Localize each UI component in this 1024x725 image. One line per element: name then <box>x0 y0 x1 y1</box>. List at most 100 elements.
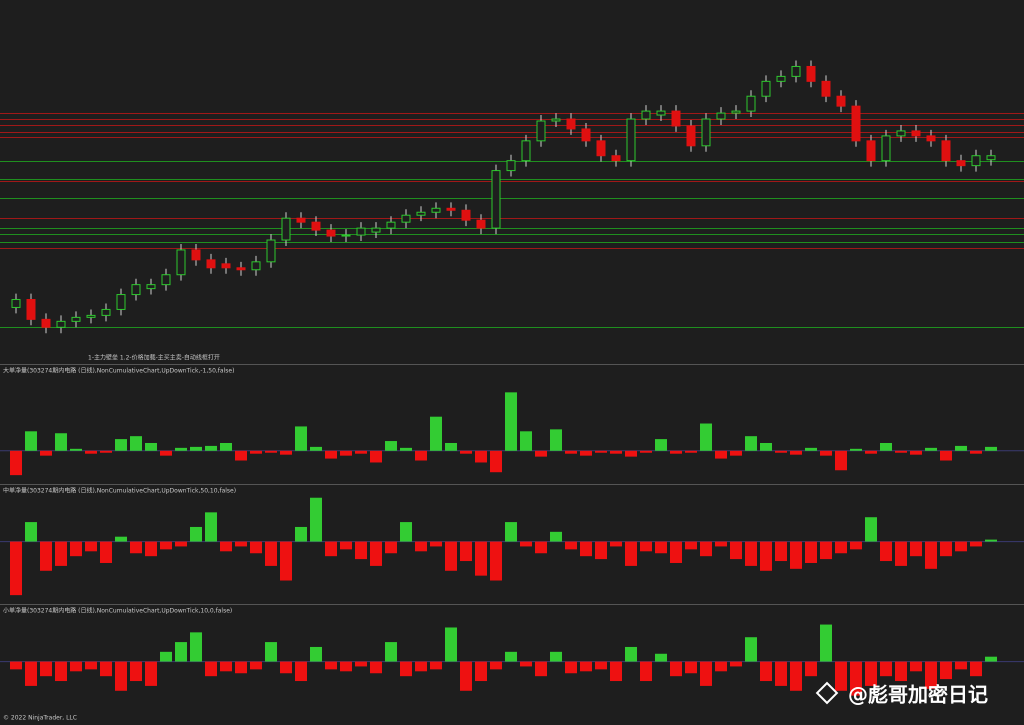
histogram-bar <box>205 661 217 677</box>
histogram-bar <box>535 541 547 554</box>
candle-body <box>86 314 96 318</box>
histogram-bar <box>925 541 937 569</box>
candle-body <box>116 294 126 310</box>
histogram-bar <box>370 661 382 674</box>
histogram-bar <box>820 624 832 662</box>
candle-body <box>776 75 786 82</box>
candle-body <box>161 274 171 286</box>
candle-body <box>716 112 726 120</box>
histogram-bar <box>355 450 367 454</box>
histogram-bar <box>220 442 232 451</box>
histogram-bar <box>490 661 502 670</box>
histogram-bar <box>25 661 37 686</box>
histogram-bar <box>235 541 247 547</box>
histogram-bar <box>295 426 307 451</box>
histogram-bar <box>10 450 22 476</box>
histogram-bar <box>985 446 997 451</box>
histogram-bar <box>430 541 442 547</box>
histogram-bar <box>685 450 697 453</box>
candle-body <box>881 135 891 162</box>
histogram-bar <box>640 450 652 453</box>
candle-body <box>656 110 666 116</box>
histogram-bar <box>580 661 592 672</box>
histogram-bar <box>760 541 772 571</box>
histogram-bar <box>475 450 487 463</box>
histogram-bar <box>745 436 757 451</box>
candle-body <box>551 118 561 122</box>
histogram-bar <box>775 541 787 562</box>
histogram-bar <box>130 541 142 554</box>
histogram-bar <box>325 450 337 459</box>
candle-body <box>101 308 111 316</box>
histogram-bar <box>190 446 202 451</box>
histogram-bar <box>805 661 817 677</box>
histogram-bar <box>190 632 202 662</box>
watermark: @彪哥加密日记 <box>848 683 988 707</box>
histogram-bar <box>910 661 922 672</box>
candle-body <box>956 160 966 167</box>
histogram-bar <box>70 541 82 557</box>
histogram-bar <box>565 450 577 454</box>
histogram-bar <box>310 446 322 451</box>
histogram-bar <box>340 541 352 550</box>
histogram-bar <box>745 637 757 662</box>
histogram-bar <box>550 531 562 542</box>
histogram-bar <box>670 661 682 677</box>
histogram-bar <box>70 448 82 451</box>
histogram-bar <box>715 661 727 672</box>
histogram-bar <box>610 541 622 547</box>
candle-body <box>476 219 486 229</box>
histogram-bar <box>895 541 907 566</box>
histogram-bar <box>565 541 577 550</box>
histogram-bar <box>85 541 97 552</box>
histogram-bar <box>850 541 862 550</box>
histogram-bar <box>145 442 157 451</box>
histogram-bar <box>115 439 127 451</box>
histogram-bar <box>910 450 922 455</box>
histogram-bar <box>895 450 907 453</box>
candle-body <box>491 170 501 229</box>
histogram-bar <box>940 661 952 680</box>
candle-body <box>326 229 336 237</box>
candle-body <box>911 130 921 137</box>
histogram-bar <box>520 431 532 451</box>
histogram-bar <box>265 450 277 453</box>
histogram-bar <box>955 541 967 552</box>
histogram-bar <box>955 661 967 670</box>
histogram-bar <box>25 431 37 451</box>
histogram-bar <box>40 661 52 677</box>
histogram-bar <box>625 541 637 566</box>
candle-body <box>851 105 861 142</box>
histogram-bar <box>970 661 982 677</box>
histogram-bar <box>10 661 22 670</box>
histogram-bar <box>295 526 307 542</box>
candle-body <box>131 284 141 296</box>
histogram-bar <box>25 522 37 542</box>
histogram-bar <box>370 450 382 463</box>
histogram-bar <box>655 439 667 451</box>
histogram-bar <box>505 392 517 451</box>
histogram-bar <box>835 541 847 554</box>
histogram-bar <box>880 442 892 451</box>
histogram-bar <box>580 541 592 557</box>
histogram-bar <box>280 541 292 581</box>
histogram-bar <box>265 541 277 566</box>
histogram-bar <box>940 450 952 461</box>
histogram-bar <box>760 442 772 451</box>
candle-body <box>941 140 951 162</box>
candle-body <box>71 316 81 322</box>
histogram-bar <box>205 512 217 542</box>
histogram-bar <box>955 445 967 451</box>
histogram-bar <box>595 541 607 560</box>
histogram-bar <box>355 661 367 667</box>
histogram-bar <box>175 447 187 451</box>
histogram-bar <box>490 450 502 473</box>
histogram-bar <box>730 661 742 667</box>
histogram-bar <box>880 541 892 562</box>
histogram-bar <box>130 661 142 682</box>
histogram-bar <box>730 541 742 560</box>
histogram-bar <box>235 661 247 674</box>
histogram-bar <box>280 450 292 455</box>
histogram-bar <box>310 646 322 662</box>
